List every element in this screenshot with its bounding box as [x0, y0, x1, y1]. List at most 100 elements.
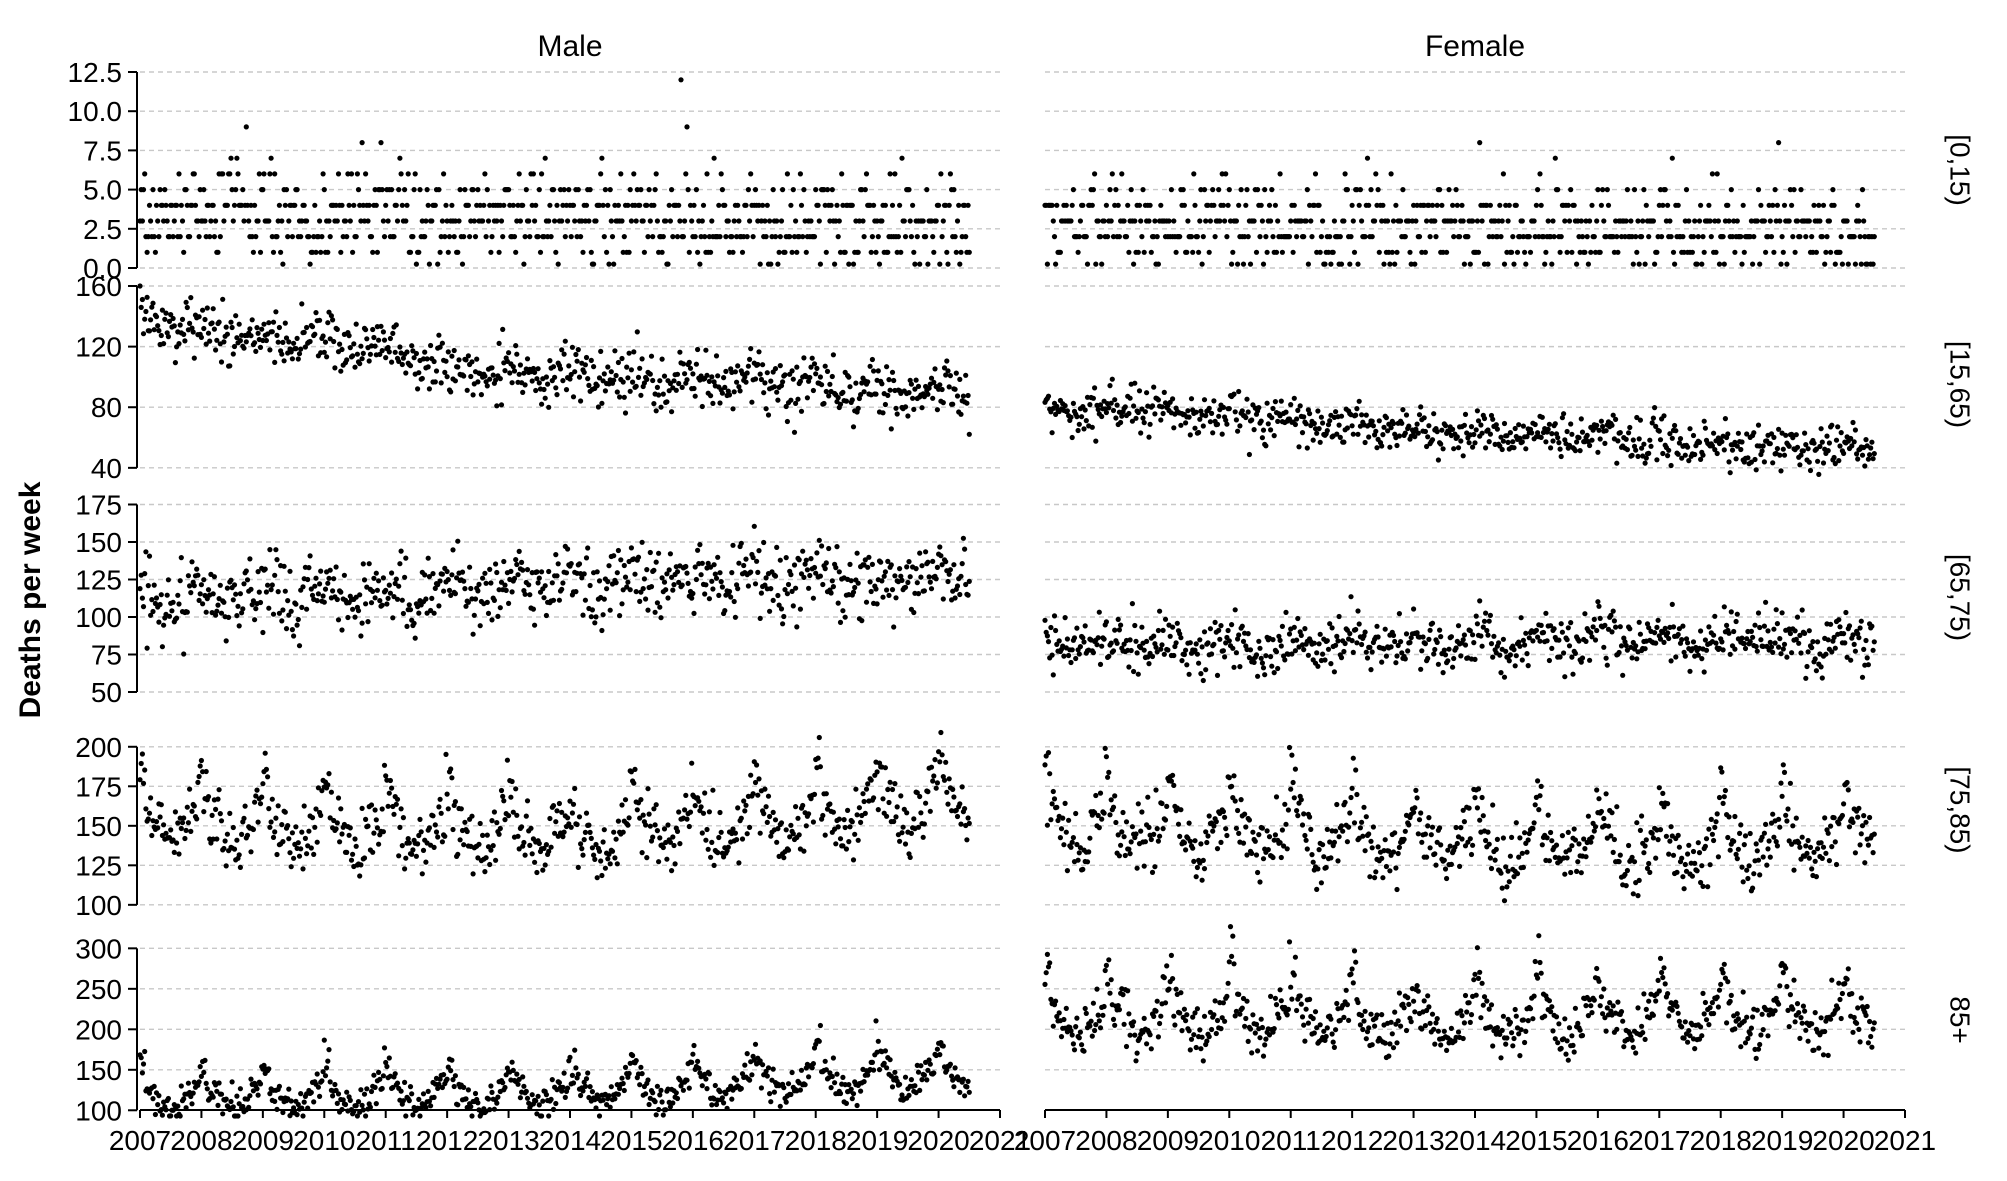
data-point: [1312, 171, 1319, 177]
data-point: [243, 339, 249, 345]
data-point: [1260, 427, 1267, 433]
data-point: [793, 585, 799, 591]
data-point: [1473, 613, 1479, 619]
data-point: [1080, 635, 1086, 641]
data-point: [791, 429, 798, 435]
data-point: [289, 830, 295, 836]
data-point: [1309, 234, 1315, 240]
data-point: [1424, 218, 1430, 224]
data-point: [137, 586, 143, 592]
data-point: [1226, 406, 1232, 412]
data-point: [1230, 645, 1236, 651]
data-point: [159, 644, 165, 650]
data-point: [1079, 414, 1085, 420]
data-point: [1754, 218, 1760, 224]
data-point: [1862, 463, 1868, 469]
data-point: [840, 389, 846, 395]
data-point: [1186, 414, 1192, 420]
data-point: [1675, 631, 1681, 638]
data-point: [1722, 416, 1728, 422]
data-point: [1362, 439, 1368, 446]
data-point: [1535, 187, 1541, 193]
data-point: [861, 234, 867, 240]
data-point: [207, 338, 213, 344]
data-point: [1509, 249, 1515, 255]
data-point: [1437, 627, 1443, 633]
data-point: [678, 77, 684, 83]
data-point: [1781, 641, 1788, 647]
data-point: [203, 768, 209, 775]
data-point: [1459, 202, 1465, 208]
data-point: [1726, 630, 1732, 636]
data-point: [841, 817, 847, 823]
data-point: [1809, 645, 1815, 651]
data-point: [1192, 647, 1198, 653]
data-point: [494, 403, 500, 409]
data-point: [1220, 648, 1226, 654]
data-point: [1181, 651, 1187, 658]
data-point: [355, 187, 362, 193]
data-point: [847, 824, 853, 830]
data-point: [1790, 234, 1796, 240]
data-point: [1291, 202, 1297, 208]
data-point: [1503, 202, 1509, 208]
data-point: [161, 341, 167, 347]
data-point: [1637, 417, 1643, 423]
data-point: [1214, 421, 1221, 427]
data-point: [1271, 670, 1277, 676]
data-point: [289, 234, 295, 240]
data-point: [528, 825, 534, 831]
data-point: [506, 350, 512, 356]
data-point: [513, 249, 519, 255]
data-point: [191, 803, 197, 809]
data-point: [710, 400, 716, 406]
data-point: [1349, 638, 1355, 644]
data-point: [1049, 202, 1055, 208]
data-point: [765, 412, 772, 418]
data-point: [1512, 425, 1518, 432]
data-point: [1533, 202, 1539, 208]
data-point: [1328, 661, 1334, 667]
data-point: [1146, 218, 1152, 224]
data-point: [1669, 601, 1675, 608]
data-point: [1538, 434, 1544, 440]
data-point: [1233, 218, 1239, 224]
data-point: [291, 340, 297, 346]
data-point: [1363, 412, 1369, 418]
data-point: [1818, 664, 1824, 670]
data-point: [496, 340, 502, 346]
data-point: [459, 569, 466, 575]
data-point: [1263, 443, 1269, 449]
data-point: [433, 829, 440, 835]
data-point: [888, 426, 894, 432]
data-point: [669, 868, 675, 874]
data-point: [1325, 249, 1332, 255]
data-point: [775, 592, 781, 599]
data-point: [625, 822, 631, 828]
data-point: [529, 851, 535, 857]
data-point: [256, 171, 262, 177]
data-point: [377, 598, 383, 604]
data-point: [1863, 637, 1869, 644]
data-point: [1140, 187, 1146, 193]
data-point: [756, 776, 762, 782]
data-point: [211, 326, 217, 332]
data-point: [462, 819, 468, 825]
data-point: [144, 294, 150, 300]
data-point: [483, 580, 489, 586]
data-point: [1348, 234, 1354, 240]
data-point: [943, 559, 949, 565]
data-point: [1551, 234, 1557, 240]
data-point: [181, 815, 187, 821]
data-point: [148, 218, 154, 224]
data-point: [810, 819, 817, 825]
data-point: [1249, 417, 1255, 423]
data-point: [1870, 261, 1876, 267]
data-point: [1355, 608, 1361, 614]
data-point: [1497, 202, 1503, 208]
data-point: [144, 249, 150, 255]
data-point: [670, 587, 676, 593]
data-point: [600, 378, 606, 384]
data-point: [862, 187, 868, 193]
data-point: [1327, 234, 1333, 240]
